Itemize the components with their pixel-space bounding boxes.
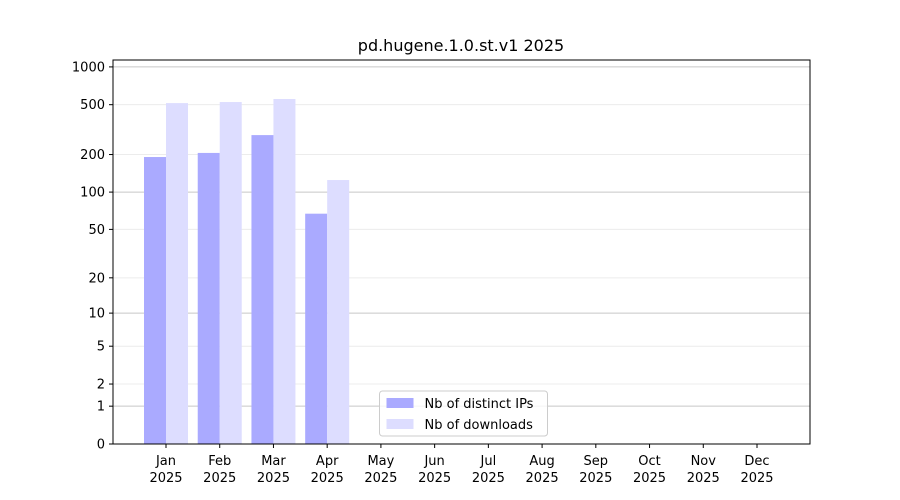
x-tick-label: Dec 2025 (740, 454, 773, 486)
x-tick-label: Oct 2025 (633, 454, 666, 486)
bar (219, 102, 242, 445)
x-tick-label: Jul 2025 (472, 454, 505, 486)
bar (305, 213, 328, 444)
y-tick-label: 100 (80, 186, 105, 201)
legend-label: Nb of distinct IPs (425, 397, 534, 412)
y-tick-label: 5 (97, 340, 105, 355)
y-tick-label: 10 (88, 307, 105, 322)
x-tick-label: Jan 2025 (149, 454, 182, 486)
bar (251, 135, 274, 444)
x-tick-label: Sep 2025 (579, 454, 612, 486)
y-tick-label: 50 (88, 223, 105, 238)
legend: Nb of distinct IPs Nb of downloads (379, 390, 548, 437)
legend-swatch (386, 419, 414, 429)
legend-swatch (386, 398, 414, 408)
x-tick-label: Apr 2025 (311, 454, 344, 486)
x-tick-label: Jun 2025 (418, 454, 451, 486)
x-tick-label: Mar 2025 (257, 454, 290, 486)
y-tick-label: 20 (88, 271, 105, 286)
bar (197, 152, 220, 444)
legend-label: Nb of downloads (425, 418, 534, 433)
y-tick-label: 1 (97, 400, 105, 415)
y-tick-label: 200 (80, 148, 105, 163)
bar (144, 157, 166, 444)
bar (273, 98, 296, 444)
x-tick-label: Aug 2025 (526, 454, 559, 486)
bar (327, 180, 350, 444)
x-tick-label: May 2025 (364, 454, 397, 486)
chart-title: pd.hugene.1.0.st.v1 2025 (358, 36, 564, 55)
y-tick-label: 1000 (72, 60, 105, 75)
bar (166, 103, 188, 444)
x-tick-label: Nov 2025 (687, 454, 720, 486)
x-tick-label: Feb 2025 (203, 454, 236, 486)
plot-frame (112, 59, 811, 445)
legend-box (379, 390, 548, 437)
y-tick-label: 0 (97, 438, 105, 453)
y-tick-label: 500 (80, 98, 105, 113)
y-tick-label: 2 (97, 378, 105, 393)
